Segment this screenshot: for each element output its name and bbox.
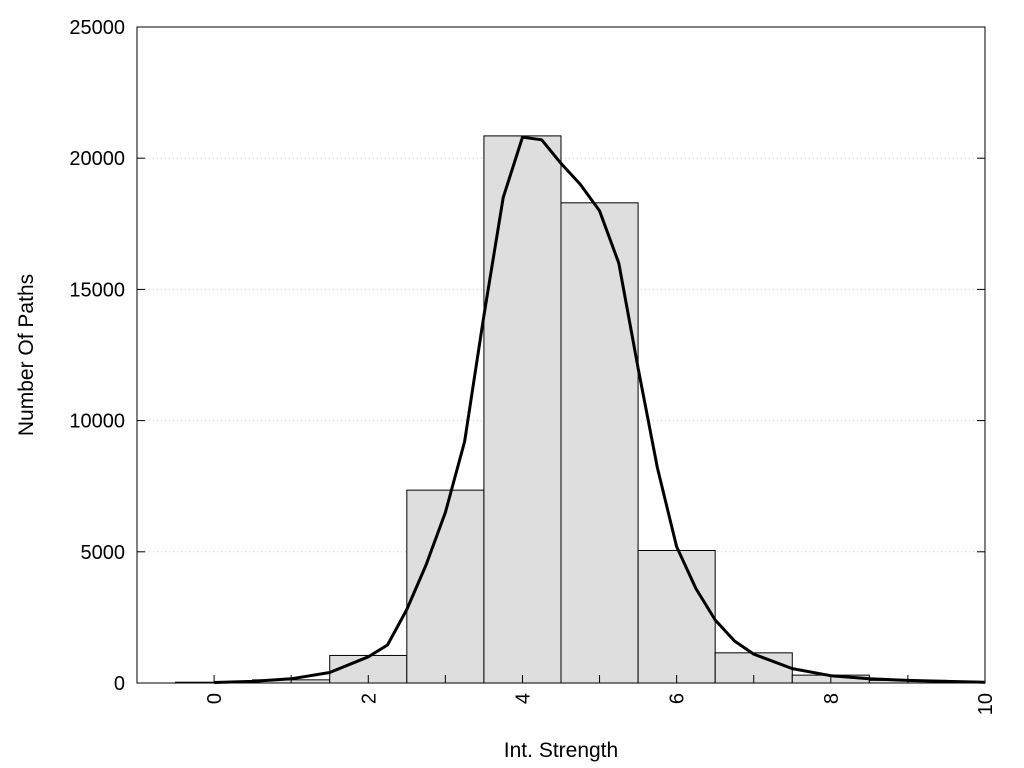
y-tick-label: 25000 bbox=[69, 17, 125, 39]
histogram-bar bbox=[406, 489, 485, 684]
x-tick-label: 10 bbox=[975, 693, 997, 715]
density-curve-line bbox=[214, 135, 986, 684]
y-axis-label: Number Of Paths bbox=[15, 274, 38, 436]
histogram-bar bbox=[637, 549, 716, 684]
x-tick-label: 0 bbox=[204, 693, 226, 704]
plot-frame bbox=[136, 26, 986, 684]
density-curve bbox=[214, 135, 986, 684]
y-tick-label: 15000 bbox=[69, 279, 125, 301]
y-tick-label: 10000 bbox=[69, 411, 125, 433]
x-tick-label: 2 bbox=[358, 693, 380, 704]
y-tick-label: 5000 bbox=[81, 542, 126, 564]
histogram-bar bbox=[560, 202, 639, 684]
histogram-bars bbox=[175, 135, 947, 684]
x-tick-label: 4 bbox=[512, 693, 534, 704]
histogram-bar bbox=[483, 135, 562, 684]
y-tick-label: 0 bbox=[114, 673, 125, 695]
y-tick-label: 20000 bbox=[69, 148, 125, 170]
x-axis-label: Int. Strength bbox=[504, 739, 618, 762]
x-tick-label: 6 bbox=[667, 693, 689, 704]
axis-ticks: 0 5000 10000 15000 20000 25000 0 2 4 6 8 10 bbox=[69, 17, 997, 715]
x-tick-label: 8 bbox=[821, 693, 843, 704]
